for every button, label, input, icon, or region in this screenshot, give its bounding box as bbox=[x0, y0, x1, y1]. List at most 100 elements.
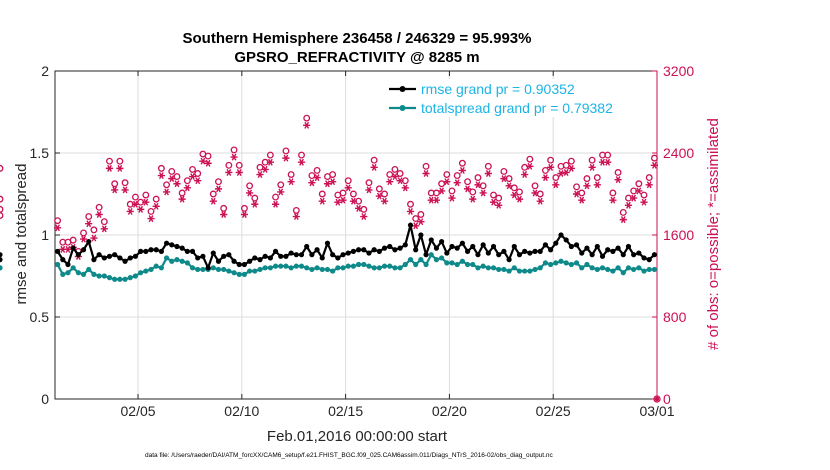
legend-background bbox=[385, 79, 645, 117]
totalspread-point bbox=[148, 266, 154, 273]
rmse-point bbox=[272, 248, 279, 254]
rmse-point bbox=[558, 232, 564, 238]
obs-possible-point bbox=[464, 178, 472, 186]
obs-possible-point bbox=[240, 204, 248, 212]
rmse-point bbox=[174, 243, 180, 250]
obs-assimilated-point bbox=[624, 201, 633, 209]
obs-assimilated-point bbox=[277, 188, 285, 196]
totalspread-point bbox=[594, 266, 600, 273]
totalspread-point bbox=[407, 257, 414, 263]
obs-assimilated-point bbox=[386, 178, 394, 186]
totalspread-point bbox=[397, 265, 403, 271]
rmse-point bbox=[0, 257, 3, 263]
y-tick-label-left: 1.5 bbox=[30, 145, 50, 161]
obs-assimilated-point bbox=[370, 163, 378, 171]
totalspread-point bbox=[501, 266, 507, 273]
obs-possible-point bbox=[0, 205, 4, 213]
chart-title: Southern Hemisphere 236458 / 246329 = 95… bbox=[183, 30, 532, 47]
obs-possible-point bbox=[412, 215, 420, 223]
totalspread-point bbox=[542, 260, 549, 266]
obs-assimilated-point bbox=[308, 179, 316, 187]
obs-possible-point bbox=[547, 156, 555, 164]
rmse-point bbox=[641, 255, 647, 261]
obs-assimilated-point bbox=[640, 198, 648, 206]
obs-possible-point bbox=[329, 171, 337, 178]
rmse-point bbox=[267, 255, 273, 261]
obs-possible-point bbox=[526, 155, 534, 163]
rmse-point bbox=[397, 245, 403, 251]
totalspread-point bbox=[485, 265, 491, 271]
obs-assimilated-point bbox=[479, 189, 487, 197]
legend-label-rmse: rmse grand pr = 0.90352 bbox=[421, 81, 575, 97]
y-tick-label-left: 1 bbox=[41, 227, 49, 243]
obs-assimilated-point bbox=[194, 177, 202, 185]
obs-assimilated-point bbox=[313, 174, 321, 182]
obs-assimilated-point bbox=[271, 200, 280, 208]
obs-assimilated-point bbox=[391, 173, 399, 181]
totalspread-point bbox=[184, 260, 190, 266]
rmse-point bbox=[184, 248, 190, 254]
obs-possible-point bbox=[552, 174, 560, 182]
totalspread-point bbox=[80, 271, 87, 277]
obs-possible-point bbox=[593, 174, 601, 182]
totalspread-point bbox=[335, 265, 341, 271]
obs-possible-point bbox=[292, 206, 300, 214]
totalspread-point bbox=[231, 270, 237, 276]
obs-possible-point bbox=[360, 205, 368, 213]
y-tick-label-right: 0 bbox=[663, 391, 671, 407]
rmse-point bbox=[506, 257, 512, 263]
totalspread-point bbox=[252, 268, 258, 274]
totalspread-point bbox=[54, 261, 61, 268]
obs-possible-point bbox=[640, 191, 648, 199]
obs-assimilated-point bbox=[225, 169, 233, 176]
totalspread-point bbox=[418, 257, 424, 263]
obs-possible-point bbox=[386, 171, 394, 178]
obs-possible-point bbox=[183, 177, 191, 185]
rmse-point bbox=[221, 253, 227, 259]
obs-possible-point bbox=[484, 162, 492, 170]
totalspread-point bbox=[610, 268, 616, 274]
data-file-footer: data file: /Users/raeder/DAI/ATM_forcXX/… bbox=[145, 452, 554, 459]
rmse-point bbox=[563, 237, 569, 243]
rmse-point bbox=[80, 247, 87, 253]
obs-assimilated-point bbox=[650, 161, 659, 169]
obs-possible-point bbox=[272, 193, 280, 201]
rmse-point bbox=[96, 252, 102, 258]
rmse-point bbox=[527, 250, 533, 256]
obs-possible-point bbox=[0, 164, 4, 172]
totalspread-point bbox=[267, 265, 273, 271]
obs-possible-point bbox=[131, 193, 139, 201]
totalspread-point bbox=[86, 266, 92, 273]
totalspread-point bbox=[558, 258, 564, 264]
totalspread-point bbox=[449, 260, 455, 266]
totalspread-point bbox=[381, 263, 388, 269]
rmse-point bbox=[439, 238, 445, 245]
rmse-point bbox=[428, 237, 434, 243]
x-tick-label: 03/01 bbox=[639, 403, 674, 419]
totalspread-point bbox=[324, 266, 331, 273]
rmse-point bbox=[330, 252, 336, 258]
rmse-point bbox=[0, 252, 3, 258]
obs-assimilated-point bbox=[142, 198, 150, 206]
totalspread-point bbox=[298, 263, 305, 269]
totalspread-point bbox=[288, 265, 294, 271]
obs-possible-point bbox=[246, 182, 254, 190]
rmse-point bbox=[610, 248, 616, 254]
obs-assimilated-point bbox=[246, 189, 254, 197]
obs-possible-point bbox=[69, 236, 77, 244]
totalspread-point bbox=[579, 265, 585, 271]
obs-possible-point bbox=[0, 212, 4, 219]
rmse-point bbox=[470, 243, 476, 250]
rmse-point bbox=[605, 247, 611, 253]
rmse-point bbox=[651, 252, 658, 258]
obs-possible-point bbox=[562, 161, 570, 169]
rmse-point bbox=[615, 245, 621, 251]
rmse-point bbox=[283, 253, 289, 259]
obs-assimilated-point bbox=[417, 218, 425, 226]
totalspread-point bbox=[117, 276, 123, 282]
obs-assimilated-point bbox=[438, 187, 446, 195]
totalspread-point bbox=[568, 261, 574, 268]
rmse-point bbox=[366, 250, 372, 256]
rmse-point bbox=[620, 252, 626, 258]
obs-assimilated-point bbox=[588, 163, 596, 171]
